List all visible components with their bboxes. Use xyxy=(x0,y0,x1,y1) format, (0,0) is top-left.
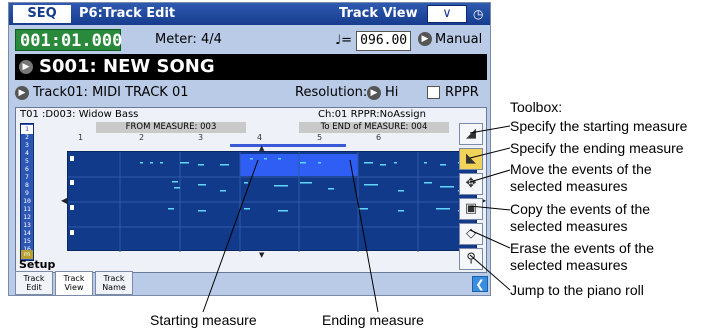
tab-track-view[interactable]: Track View xyxy=(55,271,93,295)
rppr-checkbox[interactable] xyxy=(427,86,440,99)
track-number[interactable]: 7 xyxy=(25,173,29,181)
tab-line: View xyxy=(64,283,84,292)
resolution-popup-button[interactable]: ▶ xyxy=(367,86,381,100)
track-view-panel: T01 :D003: Widow Bass Ch:01 RPPR:NoAssig… xyxy=(15,107,487,273)
piano-roll-icon[interactable]: ❮ xyxy=(472,276,488,292)
page-title: P6:Track Edit xyxy=(79,6,176,21)
track-number[interactable]: 3 xyxy=(25,141,29,149)
measure-ruler: 1 2 3 4 5 6 xyxy=(64,133,472,145)
tab-line: Name xyxy=(102,283,126,292)
ruler-mark: 5 xyxy=(317,133,323,142)
callout-erase-2: selected measures xyxy=(510,257,628,273)
transport-row: 001:01.000 Meter: 4/4 ♩= 096.00 ▶ Manual xyxy=(15,29,487,53)
ruler-mark: 6 xyxy=(376,133,382,142)
scroll-left-icon[interactable]: ◀ xyxy=(61,196,68,205)
track-number[interactable]: 4 xyxy=(25,149,29,157)
track-number[interactable]: 10 xyxy=(23,197,31,205)
track-popup-button[interactable]: ▶ xyxy=(15,86,29,100)
callout-starting-measure: Starting measure xyxy=(150,312,257,328)
setup-label[interactable]: Setup xyxy=(19,258,56,271)
title-bar: SEQ P6:Track Edit Track View ∨ ◷ xyxy=(9,3,490,25)
track-number[interactable]: 8 xyxy=(25,181,29,189)
track-list[interactable]: 1 2 3 4 5 6 7 8 9 10 11 12 13 14 15 16 m xyxy=(20,123,34,261)
tab-track-name[interactable]: Track Name xyxy=(95,271,133,295)
tab-line: Track xyxy=(63,274,85,283)
tab-line: Track xyxy=(23,274,45,283)
meter-label: Meter: xyxy=(155,32,197,47)
start-measure-icon[interactable]: ◢ xyxy=(459,123,483,145)
channel-info: Ch:01 RPPR:NoAssign xyxy=(318,109,426,120)
tab-line: Edit xyxy=(26,283,42,292)
from-measure-label: FROM MEASURE: 003 xyxy=(96,122,246,133)
callout-move-1: Move the events of the xyxy=(510,161,652,177)
zoom-icon[interactable]: ⚲ xyxy=(459,248,483,270)
grid-lines xyxy=(68,152,478,252)
track-number[interactable]: 9 xyxy=(25,189,29,197)
track-info: T01 :D003: Widow Bass xyxy=(20,109,139,120)
track-row: ▶ Track01: MIDI TRACK 01 Resolution: ▶ H… xyxy=(15,83,487,105)
track-number[interactable]: 12 xyxy=(23,213,31,221)
ruler-mark: 1 xyxy=(78,133,84,142)
scroll-down-icon[interactable]: ▼ xyxy=(259,251,265,259)
callout-jump: Jump to the piano roll xyxy=(510,282,644,298)
track-number[interactable]: 14 xyxy=(23,229,31,237)
callout-copy-2: selected measures xyxy=(510,218,628,234)
selected-range-bar xyxy=(230,144,346,147)
track-row-markers xyxy=(70,156,74,235)
meter-value[interactable]: 4/4 xyxy=(200,32,222,47)
metronome-icon[interactable]: ◷ xyxy=(473,7,484,21)
callout-toolbox: Toolbox: xyxy=(510,99,563,115)
song-popup-button[interactable]: ▶ xyxy=(19,60,33,74)
view-label: Track View xyxy=(339,6,418,21)
seq-screen: SEQ P6:Track Edit Track View ∨ ◷ 001:01.… xyxy=(8,2,491,296)
track-number[interactable]: 15 xyxy=(23,237,31,245)
track-number[interactable]: 5 xyxy=(25,157,29,165)
scroll-up-icon[interactable]: ▲ xyxy=(259,144,265,152)
end-measure-icon[interactable]: ◣ xyxy=(459,148,483,170)
callout-start: Specify the starting measure xyxy=(510,118,688,134)
rppr-label: RPPR xyxy=(445,85,479,100)
to-measure-label: To END of MEASURE: 004 xyxy=(299,122,449,133)
ruler-mark: 4 xyxy=(257,133,263,142)
tempo-symbol: ♩= xyxy=(335,33,353,48)
track-number[interactable]: 6 xyxy=(25,165,29,173)
meter: Meter: 4/4 xyxy=(155,31,222,49)
song-name[interactable]: S001: NEW SONG xyxy=(39,56,215,77)
ruler-mark: 3 xyxy=(198,133,204,142)
tempo: ♩= 096.00 xyxy=(335,31,412,51)
callout-move-2: selected measures xyxy=(510,178,628,194)
resolution-value[interactable]: Hi xyxy=(385,85,399,100)
tempo-value[interactable]: 096.00 xyxy=(356,31,412,51)
locator-display[interactable]: 001:01.000 xyxy=(15,29,122,51)
scroll-right-icon[interactable]: ▶ xyxy=(480,196,487,205)
song-select-bar[interactable]: ▶ S001: NEW SONG xyxy=(15,54,487,80)
callout-copy-1: Copy the events of the xyxy=(510,201,651,217)
track-view-grid[interactable] xyxy=(67,151,478,252)
tempo-mode-popup-button[interactable]: ▶ xyxy=(418,32,432,46)
resolution-label: Resolution: xyxy=(295,85,368,100)
page-menu-button[interactable]: ∨ xyxy=(427,5,467,23)
tempo-mode-value[interactable]: Manual xyxy=(435,32,483,47)
callout-end: Specify the ending measure xyxy=(510,140,684,156)
callout-erase-1: Erase the events of the xyxy=(510,240,654,256)
ruler-mark: 2 xyxy=(139,133,145,142)
erase-icon[interactable]: ◇ xyxy=(459,223,483,245)
tab-line: Track xyxy=(103,274,125,283)
track-number[interactable]: 13 xyxy=(23,221,31,229)
track-number[interactable]: 16 xyxy=(23,245,31,253)
toolbox: ◢ ◣ ✥ ▣ ◇ ⚲ xyxy=(459,123,485,275)
track-number[interactable]: 1 xyxy=(21,125,33,134)
track-number[interactable]: 11 xyxy=(23,205,31,213)
track-select[interactable]: Track01: MIDI TRACK 01 xyxy=(33,85,189,100)
callout-ending-measure: Ending measure xyxy=(322,312,424,328)
copy-icon[interactable]: ▣ xyxy=(459,198,483,220)
move-icon[interactable]: ✥ xyxy=(459,173,483,195)
tab-track-edit[interactable]: Track Edit xyxy=(15,271,53,295)
mode-tab[interactable]: SEQ xyxy=(13,5,71,23)
master-track[interactable]: m xyxy=(21,250,33,259)
track-number[interactable]: 2 xyxy=(25,133,29,141)
